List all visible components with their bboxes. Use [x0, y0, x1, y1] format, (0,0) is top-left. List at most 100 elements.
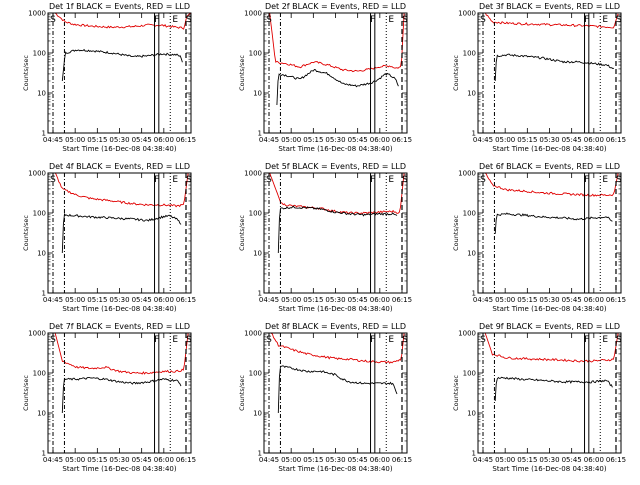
- x-tick-label: 04:45: [473, 456, 493, 464]
- x-tick-label: 06:00: [584, 136, 604, 144]
- segment-marker-f: F: [154, 15, 159, 25]
- panel-title: Det 4f BLACK = Events, RED = LLD: [49, 162, 190, 171]
- plot-frame: [477, 332, 622, 454]
- y-tick-label: 1: [258, 290, 262, 298]
- x-tick-label: 05:15: [303, 296, 323, 304]
- segment-marker-s: S: [50, 175, 56, 185]
- events-series-line: [276, 68, 399, 106]
- x-tick-label: 05:45: [348, 136, 368, 144]
- y-tick-label: 1000: [28, 170, 46, 178]
- lld-series-line: [54, 173, 189, 208]
- x-tick-label: 06:00: [370, 296, 390, 304]
- segment-marker-f: F: [584, 335, 589, 345]
- plot-frame: [263, 332, 408, 454]
- x-axis-label: Start Time (16-Dec-08 04:38:40): [62, 305, 176, 313]
- y-tick-label: 10: [253, 410, 262, 418]
- y-tick-label: 1000: [244, 10, 262, 18]
- segment-marker-s: S: [402, 335, 408, 345]
- events-series-line: [61, 48, 183, 82]
- x-tick-label: 06:15: [392, 456, 412, 464]
- x-tick-label: 05:45: [562, 136, 582, 144]
- segment-marker-s: S: [616, 335, 622, 345]
- panel-title: Det 8f BLACK = Events, RED = LLD: [265, 322, 406, 331]
- panel-title: Det 7f BLACK = Events, RED = LLD: [49, 322, 190, 331]
- segment-marker-e: E: [602, 335, 608, 345]
- x-tick-label: 05:45: [562, 456, 582, 464]
- segment-marker-e: E: [172, 335, 178, 345]
- x-tick-label: 05:30: [539, 296, 559, 304]
- segment-marker-s: S: [50, 335, 56, 345]
- segment-marker-e: E: [172, 175, 178, 185]
- lld-series-line: [54, 333, 189, 375]
- x-tick-label: 05:45: [132, 296, 152, 304]
- x-tick-label: 04:45: [473, 136, 493, 144]
- x-tick-label: 05:45: [132, 456, 152, 464]
- y-tick-label: 100: [249, 50, 262, 58]
- segment-marker-s: S: [616, 15, 622, 25]
- x-tick-label: 04:45: [259, 136, 279, 144]
- lld-series-line: [269, 13, 405, 73]
- x-tick-label: 05:45: [348, 296, 368, 304]
- y-tick-label: 1000: [244, 330, 262, 338]
- plot-frame: [263, 12, 408, 134]
- x-tick-label: 06:15: [176, 456, 196, 464]
- y-axis-label: Counts/sec: [22, 215, 30, 251]
- y-axis-label: Counts/sec: [452, 215, 460, 251]
- segment-marker-f: F: [370, 175, 375, 185]
- y-tick-label: 10: [37, 90, 46, 98]
- x-tick-label: 04:45: [259, 296, 279, 304]
- lld-series-line: [484, 13, 619, 29]
- x-axis-label: Start Time (16-Dec-08 04:38:40): [278, 145, 392, 153]
- x-tick-label: 05:00: [65, 136, 85, 144]
- segment-marker-e: E: [388, 335, 394, 345]
- events-series-line: [494, 212, 613, 234]
- x-tick-label: 05:30: [109, 296, 129, 304]
- y-tick-label: 100: [33, 370, 46, 378]
- x-tick-label: 04:45: [473, 296, 493, 304]
- x-tick-label: 05:15: [517, 456, 537, 464]
- segment-marker-e: E: [388, 15, 394, 25]
- y-axis-label: Counts/sec: [452, 55, 460, 91]
- x-tick-label: 05:30: [325, 296, 345, 304]
- x-tick-label: 05:30: [325, 456, 345, 464]
- segment-marker-s: S: [186, 15, 192, 25]
- events-series-line: [277, 205, 398, 254]
- x-tick-label: 04:45: [43, 296, 63, 304]
- x-tick-label: 05:45: [348, 456, 368, 464]
- x-tick-label: 06:00: [584, 296, 604, 304]
- x-tick-label: 05:15: [303, 136, 323, 144]
- x-tick-label: 06:00: [584, 456, 604, 464]
- x-tick-label: 06:00: [154, 136, 174, 144]
- lld-series-line: [484, 333, 619, 363]
- x-tick-label: 05:15: [87, 296, 107, 304]
- x-tick-label: 04:45: [43, 456, 63, 464]
- x-tick-label: 06:00: [370, 136, 390, 144]
- y-tick-label: 10: [37, 410, 46, 418]
- y-tick-label: 10: [253, 90, 262, 98]
- x-tick-label: 06:00: [154, 456, 174, 464]
- segment-marker-f: F: [154, 335, 159, 345]
- events-series-line: [494, 376, 613, 402]
- y-tick-label: 1: [258, 450, 262, 458]
- y-tick-label: 10: [37, 250, 46, 258]
- x-tick-label: 05:30: [109, 456, 129, 464]
- x-tick-label: 06:15: [176, 136, 196, 144]
- x-tick-label: 05:00: [65, 296, 85, 304]
- panel-title: Det 3f BLACK = Events, RED = LLD: [479, 2, 620, 11]
- x-axis-label: Start Time (16-Dec-08 04:38:40): [62, 465, 176, 473]
- segment-marker-s: S: [266, 15, 272, 25]
- segment-marker-s: S: [616, 175, 622, 185]
- x-tick-label: 05:30: [539, 456, 559, 464]
- segment-marker-s: S: [480, 175, 486, 185]
- plot-frame: [477, 172, 622, 294]
- x-tick-label: 05:15: [517, 136, 537, 144]
- y-tick-label: 1: [472, 450, 476, 458]
- x-tick-label: 05:00: [495, 296, 515, 304]
- panel-title: Det 9f BLACK = Events, RED = LLD: [479, 322, 620, 331]
- segment-marker-s: S: [266, 175, 272, 185]
